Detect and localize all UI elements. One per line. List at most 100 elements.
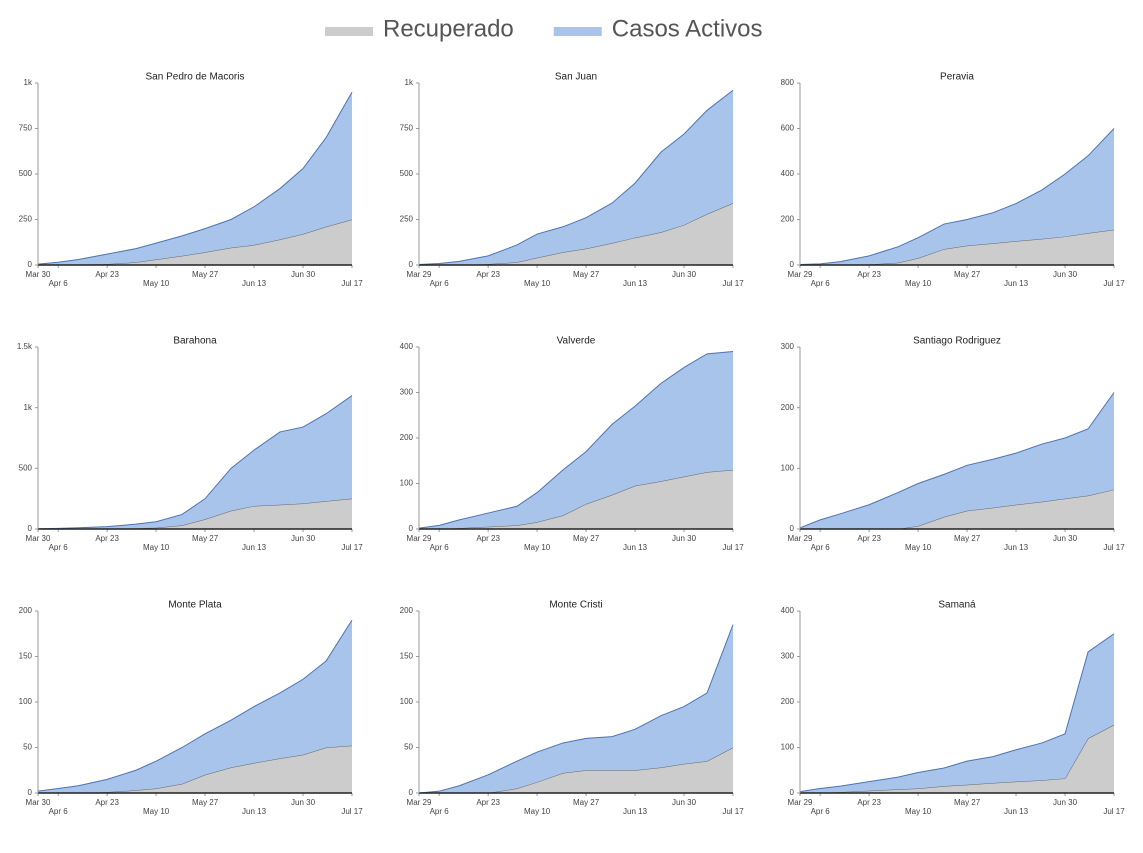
- x-tick-label: Jun 30: [291, 534, 316, 543]
- x-tick-label: May 10: [143, 279, 170, 288]
- x-tick-label: Jun 13: [1004, 279, 1029, 288]
- area: [419, 203, 733, 265]
- area-edge: [37, 91, 353, 265]
- y-tick-label: 500: [19, 169, 33, 178]
- y-tick-label: 250: [400, 215, 414, 224]
- x-tick-label: Mar 30: [26, 270, 51, 279]
- area-edge: [418, 89, 734, 265]
- x-tick-label: Jul 17: [1103, 807, 1125, 816]
- x-tick-label: Apr 6: [49, 543, 69, 552]
- x-tick-label: May 27: [954, 798, 981, 807]
- x-tick-label: Jun 30: [1053, 534, 1078, 543]
- y-tick-label: 750: [400, 124, 414, 133]
- x-tick-label: Jul 17: [341, 279, 363, 288]
- area: [419, 747, 733, 793]
- x-tick-label: May 27: [573, 534, 600, 543]
- x-tick-label: Jul 17: [722, 807, 744, 816]
- x-tick-label: Apr 23: [476, 798, 500, 807]
- x-tick-label: Mar 30: [26, 798, 51, 807]
- area: [38, 745, 352, 793]
- chart-title: San Juan: [555, 72, 597, 83]
- y-tick-label: 0: [28, 788, 33, 797]
- y-tick-label: 200: [400, 433, 414, 442]
- x-tick-label: Jul 17: [722, 543, 744, 552]
- area: [419, 624, 733, 793]
- y-tick-label: 300: [781, 652, 795, 661]
- x-tick-label: Apr 6: [49, 279, 69, 288]
- y-tick-label: 0: [409, 260, 414, 269]
- y-tick-label: 300: [781, 342, 795, 351]
- x-tick-label: Apr 6: [811, 807, 831, 816]
- x-tick-label: May 10: [143, 543, 170, 552]
- area: [800, 633, 1114, 793]
- y-tick-label: 0: [28, 524, 33, 533]
- y-tick-label: 800: [781, 78, 795, 87]
- x-tick-label: Apr 23: [857, 270, 881, 279]
- x-tick-label: Jun 13: [242, 807, 267, 816]
- chart-title: Monte Cristi: [549, 600, 602, 611]
- x-tick-label: Mar 29: [407, 798, 432, 807]
- area: [38, 620, 352, 793]
- x-tick-label: Mar 29: [788, 798, 813, 807]
- x-tick-label: Apr 23: [95, 798, 119, 807]
- x-tick-label: Mar 29: [407, 534, 432, 543]
- legend-label: Recuperado: [383, 15, 514, 42]
- x-tick-label: Mar 29: [788, 534, 813, 543]
- x-tick-label: Jun 13: [623, 279, 648, 288]
- area-edge: [799, 633, 1115, 793]
- x-tick-label: May 27: [573, 270, 600, 279]
- x-tick-label: Jun 30: [291, 798, 316, 807]
- x-tick-label: Jun 13: [623, 543, 648, 552]
- legend-swatch: [325, 27, 373, 36]
- x-tick-label: Jun 13: [242, 279, 267, 288]
- x-tick-label: Apr 6: [430, 279, 450, 288]
- y-tick-label: 600: [781, 124, 795, 133]
- legend-label: Casos Activos: [612, 15, 763, 42]
- x-tick-label: Jun 13: [242, 543, 267, 552]
- area-edge: [37, 619, 353, 792]
- x-tick-label: May 10: [905, 543, 932, 552]
- x-tick-label: Jun 13: [1004, 807, 1029, 816]
- y-tick-label: 200: [19, 606, 33, 615]
- y-tick-label: 200: [781, 403, 795, 412]
- area-edge: [799, 128, 1115, 266]
- y-tick-label: 500: [19, 463, 33, 472]
- x-tick-label: Apr 23: [95, 270, 119, 279]
- area-edge: [37, 395, 353, 530]
- x-tick-label: May 10: [524, 807, 551, 816]
- x-tick-label: Jun 30: [1053, 270, 1078, 279]
- x-tick-label: Jun 30: [672, 798, 697, 807]
- y-tick-label: 100: [19, 697, 33, 706]
- x-tick-label: Jun 30: [672, 534, 697, 543]
- area: [38, 92, 352, 265]
- chart-title: Peravia: [940, 72, 974, 83]
- x-tick-label: May 10: [905, 279, 932, 288]
- y-tick-label: 0: [409, 788, 414, 797]
- x-tick-label: Apr 23: [476, 270, 500, 279]
- x-tick-label: Jun 30: [1053, 798, 1078, 807]
- x-tick-label: May 27: [192, 798, 219, 807]
- y-tick-label: 250: [19, 215, 33, 224]
- x-tick-label: May 27: [192, 270, 219, 279]
- x-tick-label: May 10: [905, 807, 932, 816]
- x-tick-label: Jul 17: [341, 543, 363, 552]
- y-tick-label: 100: [781, 463, 795, 472]
- x-tick-label: Apr 6: [811, 279, 831, 288]
- x-tick-label: May 27: [573, 798, 600, 807]
- x-tick-label: Jul 17: [1103, 279, 1125, 288]
- y-tick-label: 0: [28, 260, 33, 269]
- y-tick-label: 50: [23, 743, 32, 752]
- x-tick-label: May 27: [954, 270, 981, 279]
- area: [419, 469, 733, 529]
- y-tick-label: 400: [781, 169, 795, 178]
- y-tick-label: 50: [404, 743, 413, 752]
- y-tick-label: 100: [400, 479, 414, 488]
- y-tick-label: 100: [400, 697, 414, 706]
- y-tick-label: 200: [781, 215, 795, 224]
- x-tick-label: Jul 17: [341, 807, 363, 816]
- x-tick-label: Apr 6: [811, 543, 831, 552]
- legend-swatch: [553, 27, 602, 36]
- area: [800, 489, 1114, 529]
